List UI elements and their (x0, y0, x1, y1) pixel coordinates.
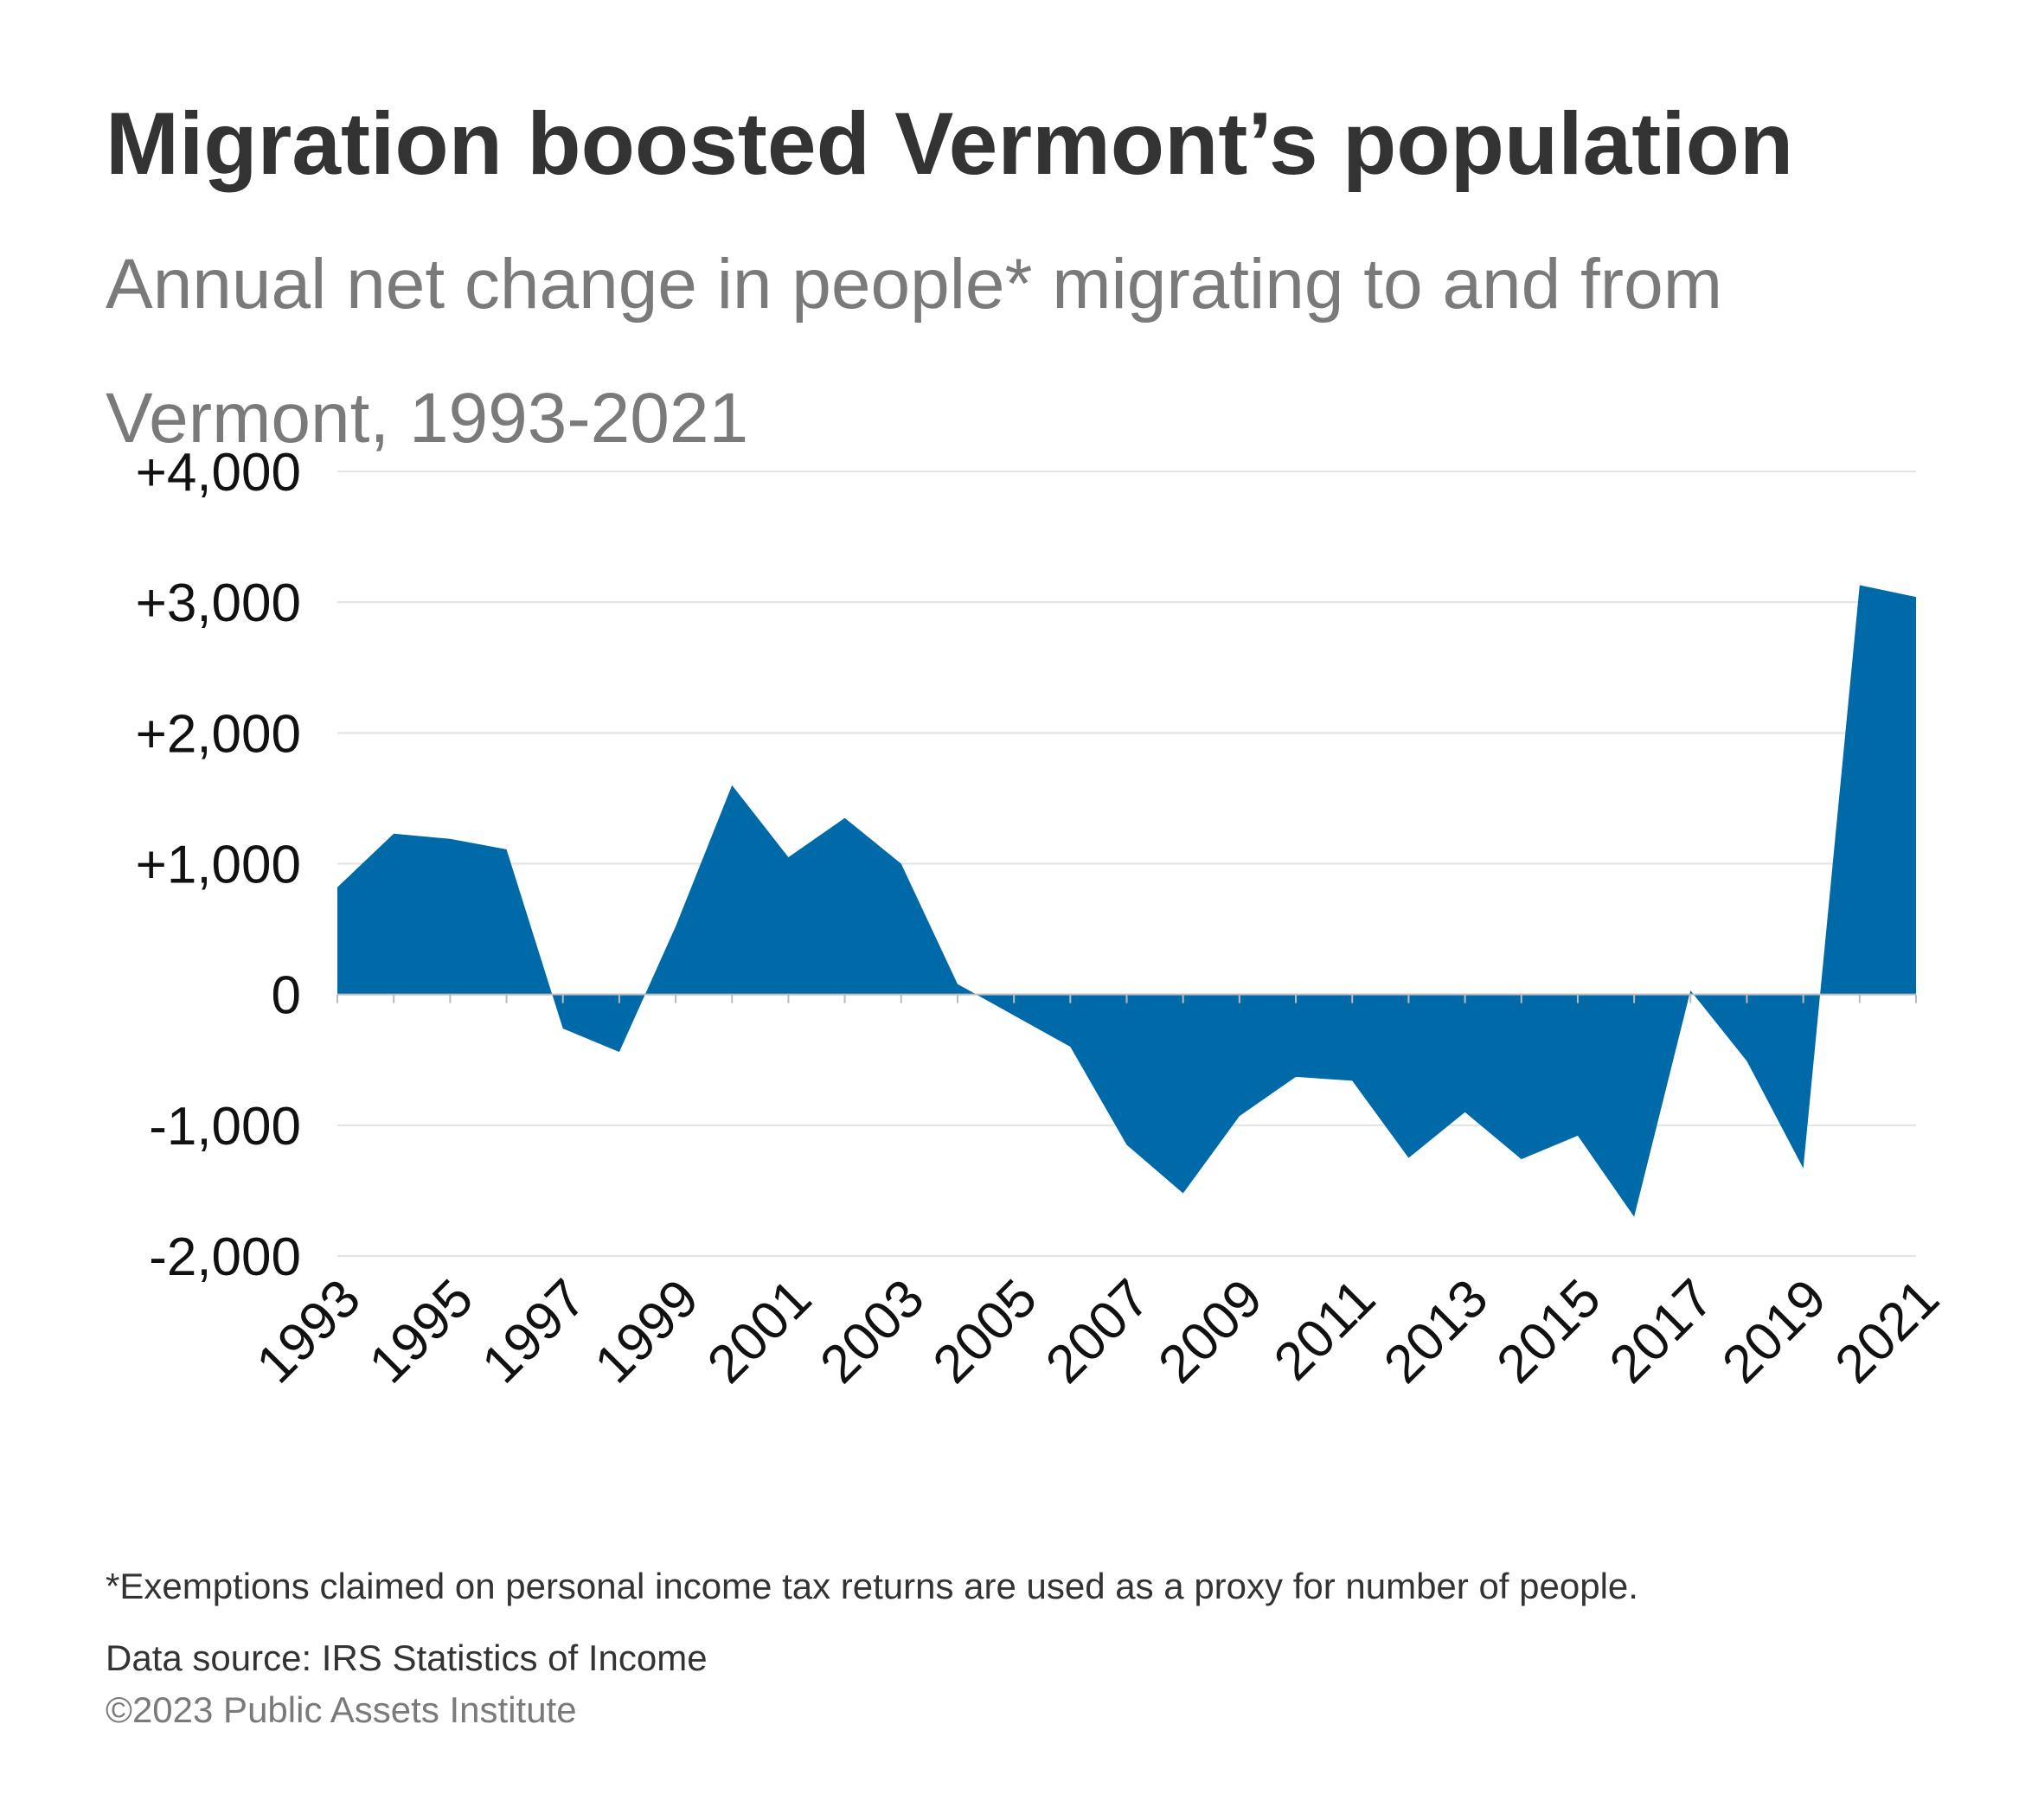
x-tick-label: 2011 (1263, 1268, 1387, 1392)
x-tick-label: 1995 (358, 1268, 484, 1394)
chart-subtitle: Annual net change in people* migrating t… (106, 245, 1723, 458)
x-tick-label: 2019 (1711, 1268, 1837, 1394)
y-tick-label: +3,000 (136, 574, 301, 633)
y-tick-label: -1,000 (149, 1097, 301, 1157)
chart-title: Migration boosted Vermont’s population (106, 94, 1794, 193)
chart-title-block: Migration boosted Vermont’s population A… (106, 87, 1965, 496)
x-tick-label: 2007 (1035, 1268, 1161, 1394)
x-tick-label: 1999 (584, 1268, 710, 1394)
x-tick-label: 2009 (1147, 1268, 1273, 1394)
x-tick-label: 2017 (1599, 1268, 1725, 1394)
x-tick-label: 2021 (1824, 1268, 1951, 1394)
y-tick-label: +2,000 (136, 704, 301, 764)
net-migration-area (337, 585, 1916, 1217)
y-tick-label: +1,000 (136, 836, 301, 895)
y-tick-label: -2,000 (149, 1227, 301, 1287)
x-tick-label: 1993 (246, 1268, 372, 1394)
x-tick-label: 2003 (809, 1268, 935, 1394)
y-tick-label: +4,000 (136, 443, 301, 503)
x-tick-label: 2013 (1373, 1268, 1499, 1394)
data-source: Data source: IRS Statistics of Income (106, 1637, 708, 1678)
footnote: *Exemptions claimed on personal income t… (106, 1566, 1638, 1606)
x-tick-label: 2001 (696, 1268, 823, 1394)
x-tick-label: 1997 (471, 1268, 597, 1394)
x-tick-label: 2015 (1486, 1268, 1612, 1394)
y-tick-label: 0 (272, 966, 301, 1026)
x-tick-label: 2005 (922, 1268, 1048, 1394)
area-chart: +4,000+3,000+2,000+1,0000-1,000-2,000199… (136, 443, 1951, 1394)
copyright: ©2023 Public Assets Institute (106, 1689, 577, 1730)
